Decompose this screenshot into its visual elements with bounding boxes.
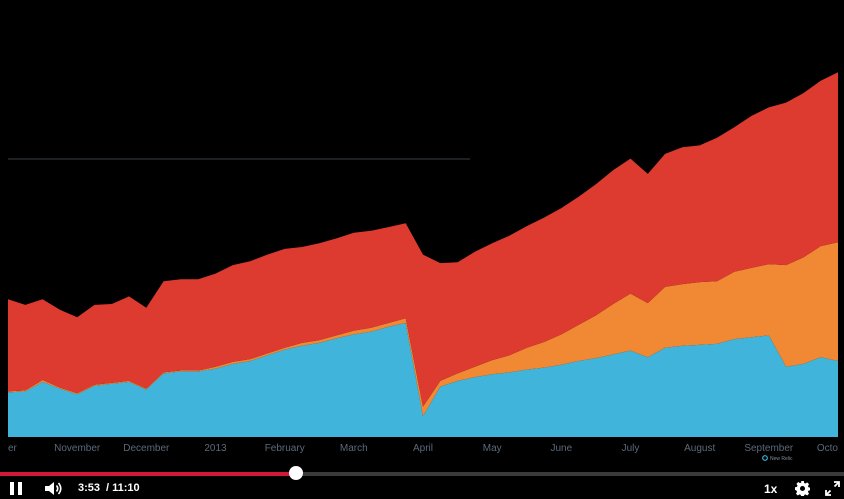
- pause-icon: [10, 482, 14, 495]
- x-axis-label: September: [744, 443, 794, 454]
- x-axis-label: 2013: [204, 443, 227, 454]
- video-frame[interactable]: er November December 2013 February March April…: [0, 0, 844, 468]
- volume-button[interactable]: [44, 481, 64, 496]
- fullscreen-button[interactable]: [825, 481, 840, 496]
- area-series-1: [8, 323, 838, 437]
- fullscreen-icon: [825, 481, 840, 496]
- seek-handle[interactable]: [289, 466, 304, 480]
- area-series-3: [8, 72, 838, 407]
- legend-marker: [762, 455, 768, 461]
- x-axis-label: November: [54, 443, 101, 454]
- seek-bar[interactable]: [0, 466, 844, 480]
- control-bar: 3:53 / 11:10 1x: [0, 478, 844, 499]
- x-axis-label: May: [483, 443, 502, 454]
- x-axis-label: Octo: [817, 443, 839, 454]
- seek-track[interactable]: [0, 472, 844, 476]
- seek-played: [0, 472, 297, 476]
- legend-label: New Relic: [770, 456, 793, 462]
- x-axis-label: December: [123, 443, 170, 454]
- stacked-area-chart: er November December 2013 February March April…: [8, 72, 839, 462]
- pause-icon-bar: [18, 482, 22, 495]
- pause-button[interactable]: [10, 482, 24, 495]
- chart-legend: New Relic: [762, 455, 793, 462]
- playback-speed-button[interactable]: 1x: [764, 482, 778, 496]
- settings-button[interactable]: [795, 481, 811, 497]
- x-axis-label: March: [340, 443, 368, 454]
- time-display: 3:53 / 11:10: [78, 482, 144, 494]
- duration: / 11:10: [106, 482, 140, 494]
- current-time: 3:53: [78, 482, 101, 494]
- x-axis-label: August: [684, 443, 715, 454]
- x-axis-label: February: [265, 443, 305, 454]
- x-axis-label: April: [413, 443, 433, 454]
- x-axis-label: June: [550, 443, 572, 454]
- volume-icon: [45, 482, 62, 495]
- gear-icon: [795, 481, 811, 497]
- area-series-2: [8, 242, 838, 417]
- x-axis-label: er: [8, 443, 18, 454]
- x-axis-label: July: [622, 443, 640, 454]
